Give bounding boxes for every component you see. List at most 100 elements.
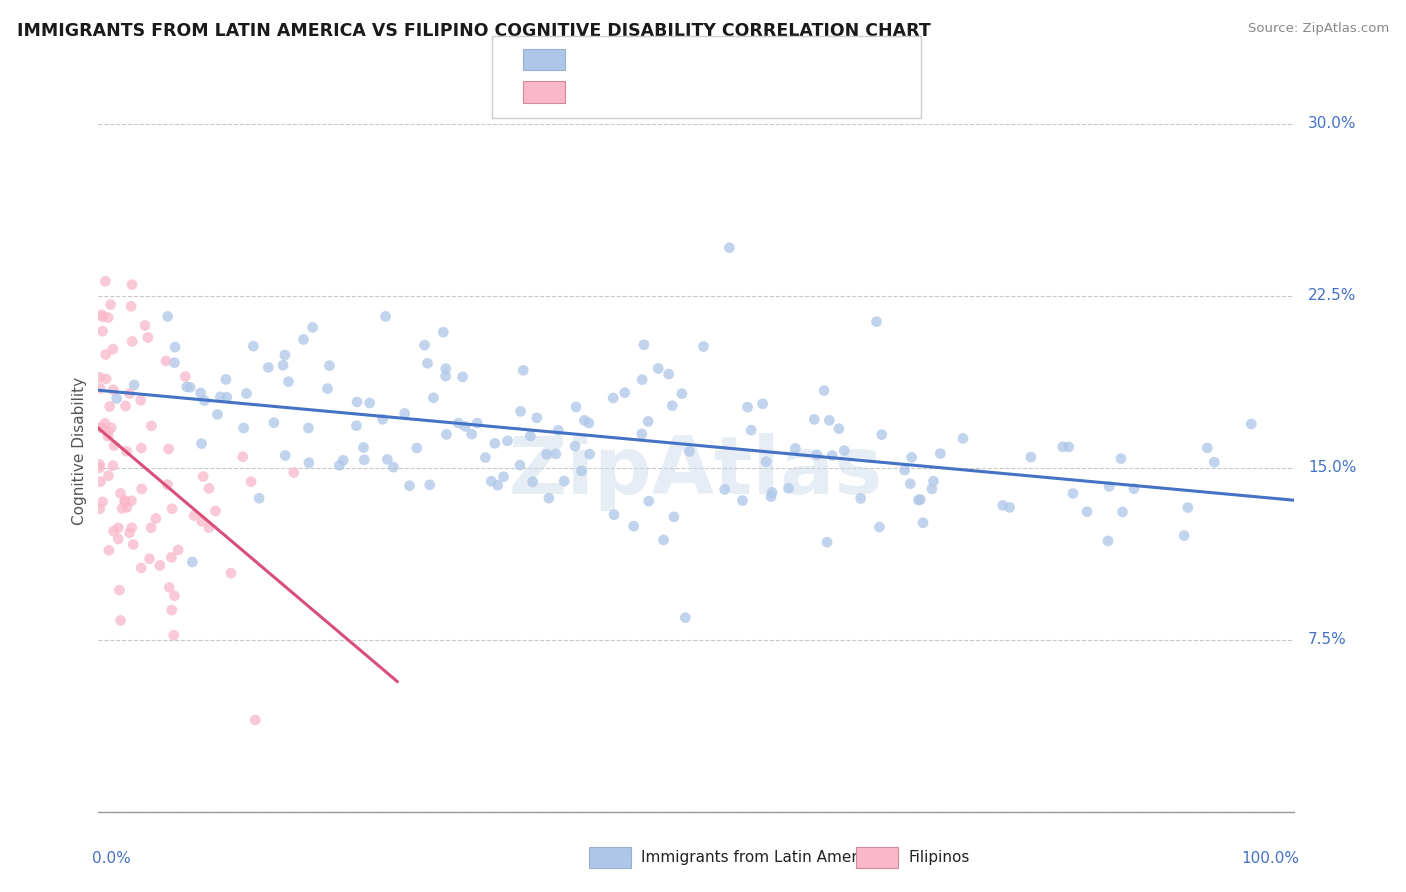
Point xyxy=(108,583,131,598)
Point xyxy=(912,516,935,530)
Point xyxy=(713,483,735,497)
Point xyxy=(486,478,509,492)
Point xyxy=(101,342,124,356)
Point xyxy=(422,391,444,405)
Point xyxy=(129,393,152,408)
Point xyxy=(818,413,841,427)
Point xyxy=(413,338,436,352)
Point xyxy=(120,299,142,313)
Point xyxy=(89,420,111,434)
Point xyxy=(803,412,825,426)
Point xyxy=(235,386,257,401)
Point xyxy=(737,400,759,414)
Point xyxy=(167,543,190,558)
Point xyxy=(240,475,263,489)
Point xyxy=(1057,440,1080,454)
Point xyxy=(571,464,593,478)
Point xyxy=(94,347,117,361)
Point xyxy=(785,442,807,456)
Point xyxy=(353,441,375,455)
Point xyxy=(292,333,315,347)
Point xyxy=(90,420,112,434)
Point xyxy=(662,509,685,524)
Point xyxy=(828,422,851,436)
Point xyxy=(647,361,669,376)
Point xyxy=(89,460,111,475)
Point xyxy=(94,416,117,430)
Point xyxy=(91,495,114,509)
Text: -0.480: -0.480 xyxy=(620,83,676,101)
Point xyxy=(637,414,659,428)
Point xyxy=(998,500,1021,515)
Point xyxy=(97,425,120,439)
Point xyxy=(283,466,305,480)
Point xyxy=(436,427,458,442)
Point xyxy=(454,419,477,434)
Point xyxy=(1097,533,1119,548)
Point xyxy=(89,381,111,395)
Point xyxy=(416,356,439,370)
Point xyxy=(100,297,122,311)
Point xyxy=(778,481,800,495)
Point xyxy=(419,478,441,492)
Point xyxy=(806,448,828,462)
Point xyxy=(332,453,354,467)
Point xyxy=(131,441,153,455)
Text: 22.5%: 22.5% xyxy=(1308,288,1357,303)
Point xyxy=(89,502,111,516)
Point xyxy=(190,436,212,450)
Point xyxy=(344,418,367,433)
Point xyxy=(98,400,121,414)
Point xyxy=(1173,528,1195,542)
Point xyxy=(536,447,558,461)
Point xyxy=(271,359,294,373)
Point xyxy=(118,386,141,401)
Point xyxy=(111,501,134,516)
Point xyxy=(156,310,179,324)
Text: 15.0%: 15.0% xyxy=(1308,460,1357,475)
Point xyxy=(257,360,280,375)
Point xyxy=(658,367,681,381)
Point xyxy=(821,449,844,463)
Point xyxy=(121,277,143,292)
Point xyxy=(94,274,117,288)
Text: 149: 149 xyxy=(723,51,755,69)
Point xyxy=(731,493,754,508)
Point xyxy=(865,315,887,329)
Point xyxy=(631,373,654,387)
Point xyxy=(163,356,186,370)
Point xyxy=(174,369,197,384)
Point xyxy=(544,447,567,461)
Point xyxy=(207,408,229,422)
Point xyxy=(740,423,762,437)
Point xyxy=(122,537,145,551)
Text: R =: R = xyxy=(578,51,616,69)
Point xyxy=(232,450,254,464)
Point xyxy=(121,521,143,535)
Point xyxy=(692,339,714,353)
Point xyxy=(922,474,945,488)
Point xyxy=(115,500,138,515)
Point xyxy=(1197,441,1219,455)
Point xyxy=(115,444,138,458)
Point xyxy=(90,308,112,322)
Point xyxy=(868,520,890,534)
Point xyxy=(105,392,128,406)
Point xyxy=(359,396,381,410)
Point xyxy=(1111,505,1133,519)
Point xyxy=(97,310,120,325)
Point xyxy=(160,603,183,617)
Point xyxy=(121,334,143,349)
Point xyxy=(183,508,205,523)
Point xyxy=(141,418,163,433)
Point xyxy=(110,486,132,500)
Point xyxy=(623,519,645,533)
Point xyxy=(97,429,120,443)
Point xyxy=(298,456,321,470)
Point xyxy=(613,385,636,400)
Point xyxy=(434,369,457,384)
Point xyxy=(297,421,319,435)
Text: Filipinos: Filipinos xyxy=(908,850,970,864)
Point xyxy=(671,386,693,401)
Point xyxy=(136,330,159,344)
